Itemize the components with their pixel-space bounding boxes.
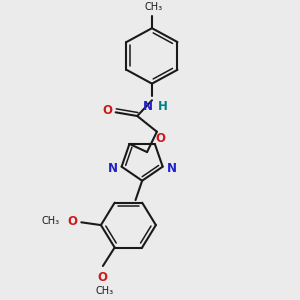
Text: CH₃: CH₃: [42, 216, 60, 226]
Text: O: O: [97, 271, 107, 284]
Text: O: O: [68, 215, 77, 228]
Text: CH₃: CH₃: [96, 286, 114, 296]
Text: O: O: [156, 132, 166, 145]
Text: H: H: [158, 100, 168, 113]
Text: N: N: [143, 100, 153, 113]
Text: CH₃: CH₃: [145, 2, 163, 13]
Text: O: O: [103, 104, 113, 117]
Text: N: N: [167, 162, 176, 175]
Text: N: N: [108, 162, 118, 175]
